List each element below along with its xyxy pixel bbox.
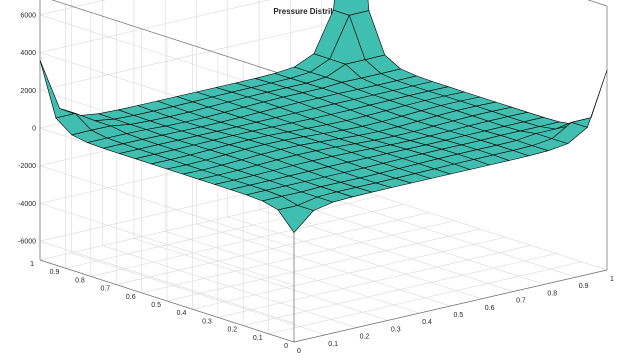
z-tick-label: 2000 bbox=[20, 88, 36, 95]
y-tick-label: 0.7 bbox=[100, 286, 110, 293]
surface-cell bbox=[571, 69, 608, 128]
x-tick-label: 0.5 bbox=[454, 312, 464, 319]
axis-box-edge bbox=[39, 259, 295, 343]
left-wall-grid-z bbox=[39, 203, 295, 286]
x-tick-label: 0.2 bbox=[360, 334, 370, 341]
x-tick-label: 0.6 bbox=[485, 305, 495, 312]
left-wall-grid-z bbox=[39, 165, 295, 249]
floor-grid-y bbox=[65, 195, 379, 269]
z-tick-label: -2000 bbox=[18, 163, 36, 170]
y-tick-label: 1 bbox=[30, 261, 34, 268]
floor-grid-y bbox=[90, 204, 404, 277]
right-wall-grid-z bbox=[39, 0, 271, 53]
x-tick-label: 0.7 bbox=[516, 298, 526, 305]
floor-grid-y bbox=[243, 253, 557, 326]
y-tick-label: 0.2 bbox=[227, 327, 237, 334]
surface-cell bbox=[277, 205, 314, 233]
x-tick-label: 0.8 bbox=[547, 290, 557, 297]
axis-box-edge bbox=[587, 0, 608, 7]
floor-grid-y bbox=[141, 220, 455, 294]
z-tick-label: 6000 bbox=[20, 12, 36, 19]
axis-box-edge bbox=[51, 0, 295, 79]
floor-grid-y bbox=[116, 212, 430, 285]
x-tick-label: 0.9 bbox=[579, 283, 589, 290]
chart-title: Pressure Distribution bbox=[273, 7, 354, 16]
y-tick-label: 0.1 bbox=[253, 335, 263, 342]
z-tick-label: -6000 bbox=[18, 239, 36, 246]
y-tick-label: 0.6 bbox=[126, 294, 136, 301]
axis-ticks: -6000 -4000 -2000 0 2000 4000 6000 0 0.1 0.2 0.3 0.… bbox=[18, 12, 614, 355]
y-tick-label: 0 bbox=[284, 343, 288, 350]
x-tick-label: 0.1 bbox=[328, 341, 338, 348]
axis-box-edge bbox=[293, 269, 608, 343]
floor-grid-y bbox=[166, 228, 481, 302]
surface-mesh bbox=[39, 0, 608, 233]
z-tick-label: 4000 bbox=[20, 50, 36, 57]
x-tick-label: 0 bbox=[297, 348, 301, 355]
y-tick-label: 0.4 bbox=[177, 310, 187, 317]
x-tick-label: 0.4 bbox=[422, 319, 432, 326]
floor-grid-y bbox=[192, 236, 506, 310]
y-tick-label: 0.3 bbox=[202, 318, 212, 325]
right-wall-grid-z bbox=[39, 0, 107, 16]
x-tick-label: 0.3 bbox=[391, 326, 401, 333]
y-tick-label: 0.9 bbox=[50, 269, 60, 276]
y-tick-label: 0.5 bbox=[151, 302, 161, 309]
left-wall-grid-z bbox=[39, 240, 295, 324]
right-wall-grid-z bbox=[39, 17, 354, 91]
x-tick-label: 1 bbox=[610, 276, 614, 283]
z-tick-label: 0 bbox=[32, 126, 36, 133]
z-tick-label: -4000 bbox=[18, 201, 36, 208]
floor-grid-y bbox=[217, 245, 531, 318]
floor-grid-y bbox=[268, 261, 582, 335]
y-tick-label: 0.8 bbox=[75, 277, 85, 284]
